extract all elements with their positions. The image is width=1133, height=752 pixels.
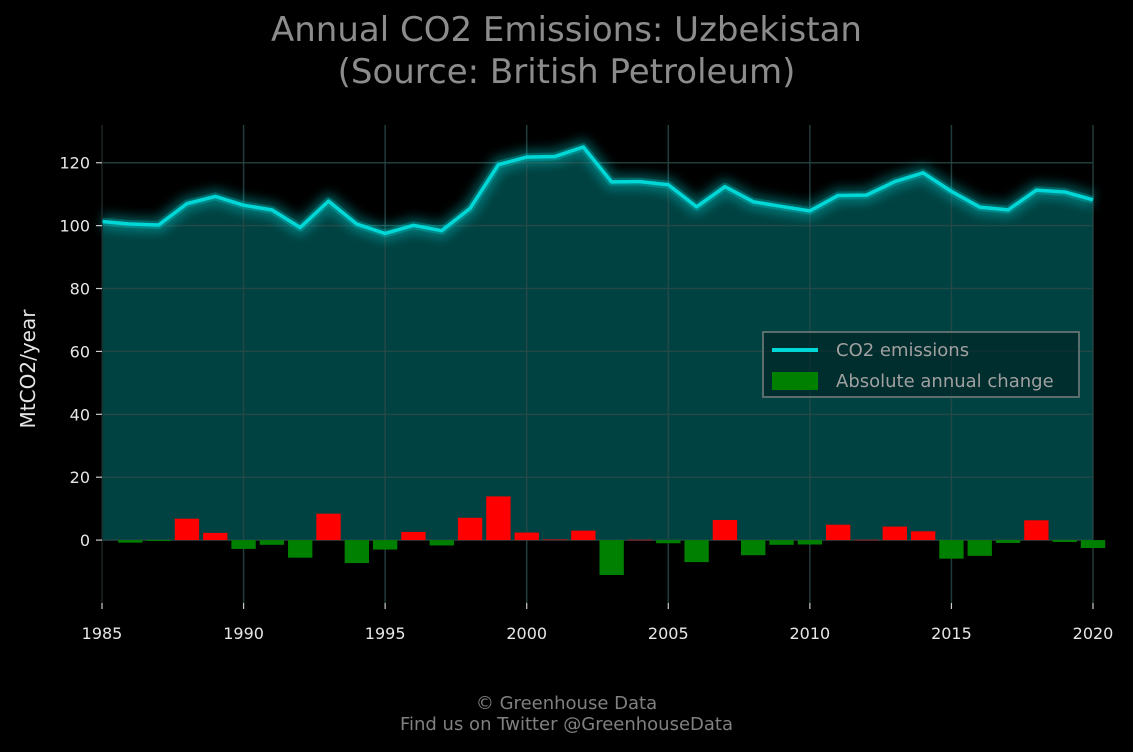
chart-title: Annual CO2 Emissions: Uzbekistan — [271, 10, 862, 50]
credit-copyright: © Greenhouse Data — [475, 693, 658, 714]
y-tick-label: 0 — [80, 531, 90, 550]
x-tick-label: 1990 — [223, 624, 264, 643]
y-tick-label: 100 — [59, 217, 90, 236]
y-tick-label: 40 — [70, 405, 90, 424]
change-bar — [741, 540, 766, 556]
credit-twitter: Find us on Twitter @GreenhouseData — [399, 714, 734, 735]
change-bar — [1024, 520, 1049, 541]
x-tick-label: 2000 — [506, 624, 547, 643]
y-tick-label: 80 — [70, 280, 90, 299]
change-bar — [486, 496, 511, 541]
change-bar — [882, 526, 907, 541]
change-bar — [939, 540, 964, 559]
change-bar — [231, 540, 256, 549]
change-bar — [599, 540, 624, 576]
x-tick-label: 2010 — [789, 624, 830, 643]
legend-label-emissions: CO2 emissions — [836, 339, 970, 361]
change-bar — [514, 532, 539, 541]
change-bar — [910, 531, 936, 541]
change-bar — [457, 517, 483, 541]
change-bar — [825, 524, 851, 541]
change-bar — [967, 540, 992, 556]
emissions-line — [101, 145, 1094, 236]
change-bar — [627, 539, 653, 541]
legend-item-emissions: CO2 emissions — [772, 337, 969, 363]
change-bar — [712, 519, 738, 541]
change-bar — [656, 540, 681, 544]
change-bar — [118, 540, 143, 543]
change-bar — [995, 540, 1021, 543]
change-bar — [1052, 540, 1077, 542]
emissions-area — [102, 147, 1093, 541]
change-bar — [401, 531, 426, 541]
change-bar — [684, 540, 709, 563]
y-axis-label: MtCO2/year — [16, 309, 40, 429]
change-bar — [571, 530, 596, 541]
change-bar — [542, 539, 568, 541]
legend-label-change: Absolute annual change — [836, 370, 1054, 392]
change-bar — [372, 540, 398, 550]
y-tick-label: 120 — [59, 154, 90, 173]
x-tick-label: 2005 — [648, 624, 689, 643]
change-bar — [854, 539, 879, 541]
legend-line-swatch — [772, 348, 818, 352]
change-bar — [769, 540, 794, 545]
x-tick-label: 2015 — [931, 624, 972, 643]
change-bar — [146, 540, 171, 542]
chart-legend: CO2 emissions Absolute annual change — [762, 331, 1080, 398]
legend-bar-swatch — [772, 372, 818, 390]
y-tick-label: 20 — [70, 468, 90, 487]
x-tick-label: 2020 — [1073, 624, 1114, 643]
change-bar — [174, 518, 200, 541]
change-bar — [1080, 540, 1106, 548]
change-bar — [344, 540, 370, 564]
change-bar — [429, 540, 454, 546]
change-bar — [288, 540, 313, 558]
change-bar — [316, 513, 341, 541]
change-bar — [203, 532, 228, 541]
change-bar — [797, 540, 823, 545]
legend-item-change: Absolute annual change — [772, 368, 1054, 394]
y-tick-label: 60 — [70, 342, 90, 361]
change-bar — [259, 540, 285, 545]
x-tick-label: 1995 — [365, 624, 406, 643]
x-tick-label: 1985 — [82, 624, 123, 643]
chart-subtitle: (Source: British Petroleum) — [337, 52, 796, 92]
